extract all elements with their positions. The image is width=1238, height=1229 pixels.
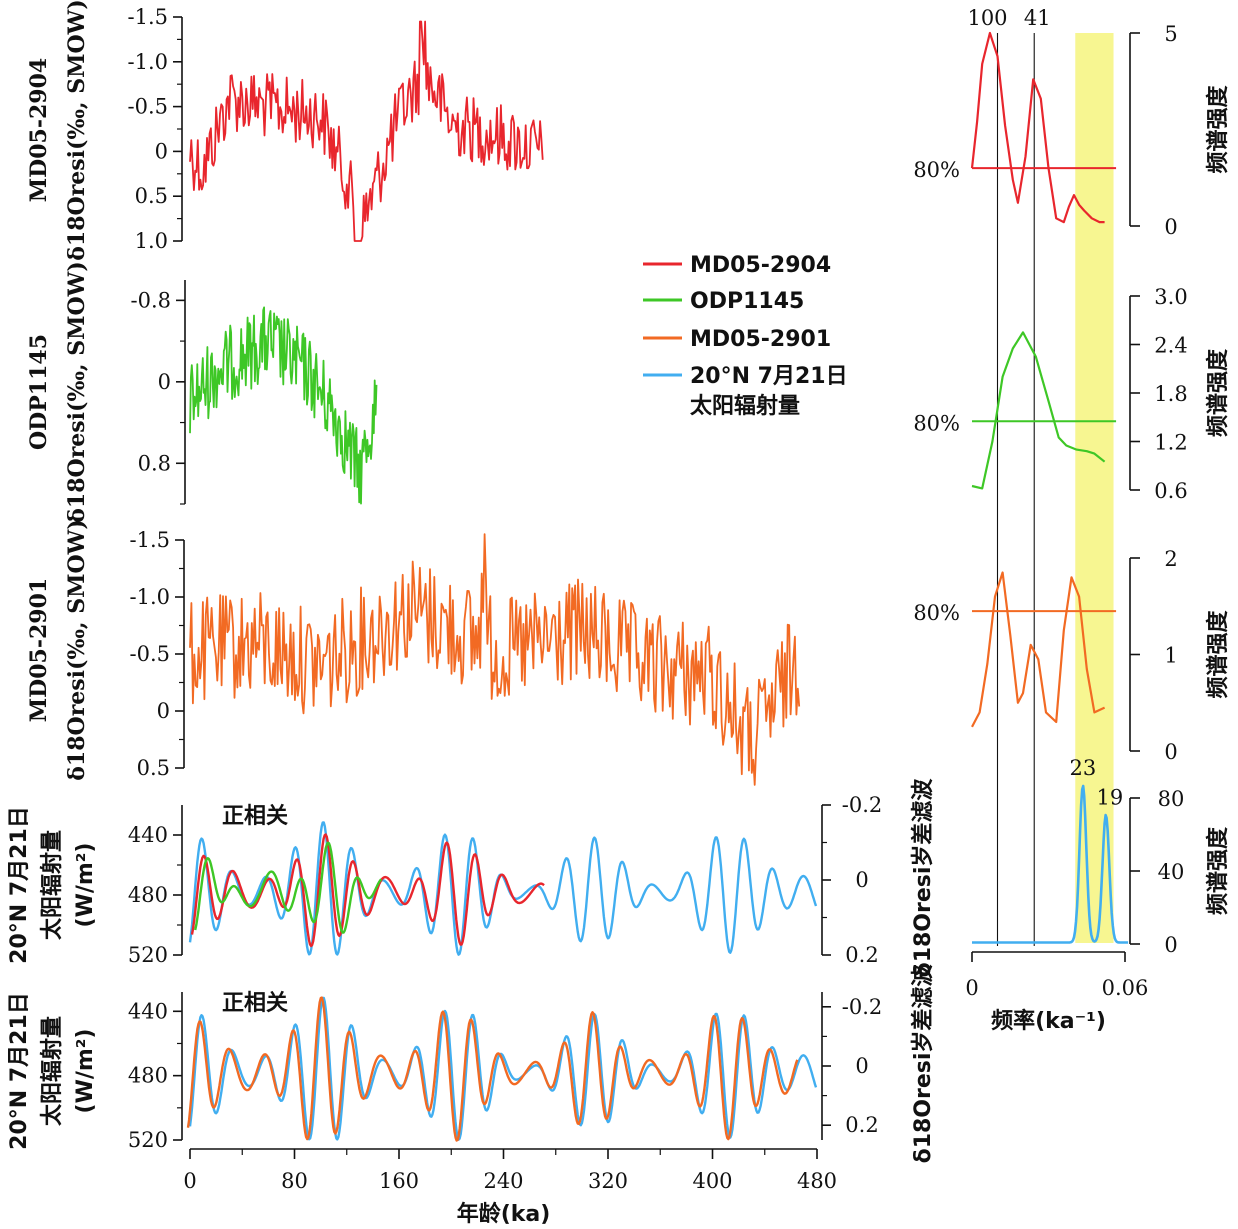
md2901-tick-label: 0.5: [137, 756, 170, 780]
md2904-tick-label: -1.5: [128, 5, 169, 29]
insol2-tick-label: 480: [128, 1064, 168, 1088]
insol1-ylabel-left: (W/m²): [73, 843, 98, 928]
insol2-right-tick-label: -0.2: [842, 995, 883, 1019]
insol2-tick-label: 520: [128, 1128, 168, 1152]
md2901-tick-label: -0.5: [130, 642, 171, 666]
insol1-odp1145-filter-line: [194, 841, 383, 934]
md2904-ylabel-site: MD05-2904: [26, 58, 52, 202]
insol1-tick-label: 520: [128, 943, 168, 967]
age-x-tick-label: 400: [692, 1169, 732, 1193]
spec-md2901-tick-label: 0: [1164, 740, 1177, 764]
odp1145-ylabel-site: ODP1145: [26, 334, 52, 450]
insol1-ylabel-right: δ18Oresi岁差滤波: [910, 778, 936, 978]
md2904-ylabel-var: δ18Oresi(‰, SMOW): [64, 0, 90, 261]
spec-insol-tick-label: 40: [1158, 860, 1185, 884]
insol2-md2901-filter-line: [186, 996, 799, 1142]
spec-md2904-spectrum-line: [970, 31, 1105, 224]
age-x-label: 年龄(ka): [457, 1201, 551, 1227]
insol1-right-tick-label: 0: [855, 868, 868, 892]
age-x-tick-label: 240: [483, 1169, 523, 1193]
insol2-annotation: 正相关: [222, 991, 288, 1016]
legend-label: ODP1145: [690, 289, 804, 314]
insol2-tick-label: 440: [128, 999, 168, 1023]
spec-odp1145-confidence-label: 80%: [913, 411, 960, 435]
insol1-ylabel-left: 20°N 7月21日: [7, 806, 32, 964]
insol1-tick-label: 440: [128, 823, 168, 847]
insol1-tick-label: 480: [128, 883, 168, 907]
insol2-insolation-line: [188, 996, 818, 1141]
spec-md2901-spectrum-line: [971, 571, 1106, 728]
legend-label: 20°N 7月21日: [690, 364, 848, 389]
md2904-tick-label: -0.5: [128, 95, 169, 119]
odp1145-tick-label: 0.8: [138, 451, 171, 475]
age-x-tick-label: 480: [797, 1169, 837, 1193]
age-x-tick-label: 0: [183, 1169, 196, 1193]
odp1145-series-line: [189, 306, 378, 505]
age-x-tick-label: 160: [379, 1169, 419, 1193]
legend-label-line2: 太阳辐射量: [690, 393, 800, 419]
spec-odp1145-tick-label: 1.2: [1154, 431, 1187, 455]
insol1-annotation: 正相关: [222, 804, 288, 829]
md2904-tick-label: 0: [155, 139, 168, 163]
insol2-ylabel-left: 20°N 7月21日: [7, 992, 32, 1150]
odp1145-tick-label: -0.8: [131, 288, 172, 312]
period-label: 41: [1024, 6, 1051, 30]
spec-odp1145-ylabel: 频谱强度: [1205, 348, 1231, 437]
md2901-tick-label: -1.5: [130, 528, 171, 552]
spec-x-label: 频率(ka⁻¹): [991, 1008, 1106, 1034]
age-x-tick-label: 320: [588, 1169, 628, 1193]
insol1-ylabel-left: 太阳辐射量: [39, 830, 65, 940]
spec-md2901-tick-label: 1: [1164, 644, 1177, 668]
insol2-right-tick-label: 0: [855, 1054, 868, 1078]
spec-md2904-ylabel: 频谱强度: [1205, 85, 1231, 174]
spec-odp1145-tick-label: 1.8: [1154, 382, 1187, 406]
insol1-right-tick-label: 0.2: [845, 943, 878, 967]
md2901-ylabel-var: δ18Oresi(‰, SMOW): [64, 519, 90, 781]
insol2-ylabel-left: 太阳辐射量: [39, 1016, 65, 1126]
md2904-series-line: [189, 20, 544, 242]
legend-label: MD05-2901: [690, 327, 831, 352]
spec-md2901-ylabel: 频谱强度: [1205, 610, 1231, 699]
md2901-series-line: [189, 533, 801, 786]
insol1-insolation-line: [188, 821, 818, 956]
md2901-tick-label: 0: [157, 699, 170, 723]
insol1-right-tick-label: -0.2: [842, 793, 883, 817]
odp1145-tick-label: 0: [158, 370, 171, 394]
spec-insol-peak-label: 23: [1070, 756, 1097, 780]
insol2-ylabel-right: δ18Oresi岁差滤波: [910, 964, 936, 1164]
spec-x-tick-label: 0.06: [1102, 976, 1149, 1000]
md2904-tick-label: 0.5: [135, 184, 168, 208]
age-x-tick-label: 80: [281, 1169, 308, 1193]
spec-insol-ylabel: 频谱强度: [1205, 826, 1231, 915]
legend-label: MD05-2904: [690, 253, 831, 278]
spec-md2901-confidence-label: 80%: [913, 601, 960, 625]
spec-insol-spectrum-line: [971, 784, 1129, 944]
odp1145-ylabel-var: δ18Oresi(‰, SMOW): [64, 261, 90, 523]
spec-md2901-tick-label: 2: [1164, 547, 1177, 571]
md2904-tick-label: -1.0: [128, 50, 169, 74]
spec-odp1145-spectrum-line: [971, 331, 1106, 490]
period-label: 100: [967, 6, 1007, 30]
spec-odp1145-tick-label: 0.6: [1154, 479, 1187, 503]
spec-insol-peak-label: 19: [1097, 785, 1124, 809]
insol2-right-tick-label: 0.2: [845, 1113, 878, 1137]
spec-md2904-tick-label: 5: [1164, 22, 1177, 46]
spec-md2904-tick-label: 0: [1164, 215, 1177, 239]
insol2-ylabel-left: (W/m²): [73, 1029, 98, 1114]
md2904-tick-label: 1.0: [135, 229, 168, 253]
spec-md2904-confidence-label: 80%: [913, 158, 960, 182]
insol1-md2904-filter-line: [190, 833, 545, 948]
spec-odp1145-tick-label: 2.4: [1154, 334, 1187, 358]
spec-insol-tick-label: 0: [1164, 933, 1177, 957]
spec-insol-tick-label: 80: [1158, 787, 1185, 811]
md2901-ylabel-site: MD05-2901: [26, 578, 52, 722]
spec-odp1145-tick-label: 3.0: [1154, 285, 1187, 309]
md2901-tick-label: -1.0: [130, 585, 171, 609]
spec-x-tick-label: 0: [965, 976, 978, 1000]
